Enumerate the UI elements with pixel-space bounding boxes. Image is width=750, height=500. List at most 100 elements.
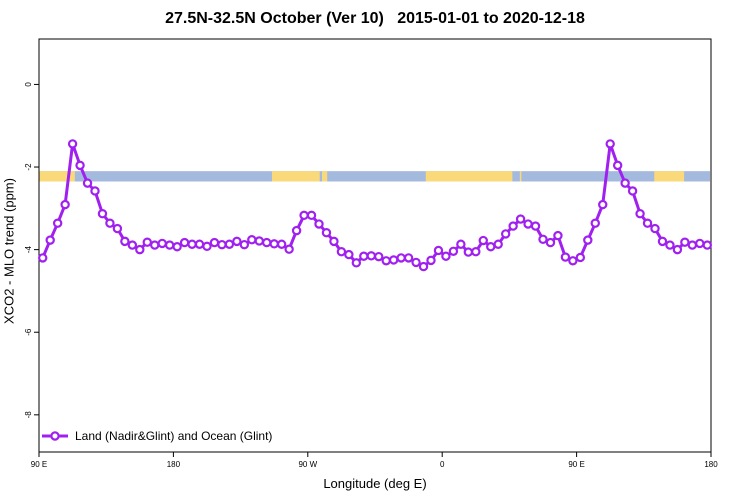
chart-title: 27.5N-32.5N October (Ver 10) 2015-01-01 … xyxy=(165,10,585,27)
data-point xyxy=(359,251,369,261)
y-tick-label: 0 xyxy=(24,82,33,87)
data-point xyxy=(262,237,272,248)
data-point xyxy=(75,160,85,171)
data-point xyxy=(620,178,630,188)
data-point xyxy=(321,227,332,238)
data-point xyxy=(194,239,205,249)
data-point xyxy=(441,251,451,261)
data-point xyxy=(687,240,698,250)
data-point xyxy=(284,244,294,254)
data-point xyxy=(650,223,660,234)
data-point xyxy=(239,239,250,250)
data-point xyxy=(575,252,586,263)
data-point xyxy=(553,230,563,241)
data-point xyxy=(329,236,339,247)
data-point xyxy=(448,246,459,256)
data-point xyxy=(695,238,705,249)
data-point xyxy=(164,240,175,250)
data-point xyxy=(486,242,496,252)
x-tick-label: 90 E xyxy=(568,460,584,469)
data-point xyxy=(202,241,212,252)
data-point xyxy=(150,240,160,250)
y-tick-label: -2 xyxy=(24,163,33,171)
data-point xyxy=(179,237,190,248)
data-point xyxy=(112,223,123,234)
data-point xyxy=(568,256,578,266)
x-axis-label: Longitude (deg E) xyxy=(323,476,427,491)
data-point xyxy=(247,235,257,245)
data-point xyxy=(680,237,690,247)
data-point xyxy=(426,255,436,266)
data-point xyxy=(97,208,108,219)
data-point xyxy=(187,239,197,249)
data-point xyxy=(418,261,429,272)
data-point xyxy=(388,255,399,265)
data-point xyxy=(269,239,279,249)
ocean-band xyxy=(40,171,710,182)
data-point xyxy=(82,178,93,188)
data-point xyxy=(598,199,608,210)
data-point xyxy=(508,221,518,231)
y-tick-label: -8 xyxy=(24,411,33,419)
land-band-segment xyxy=(39,171,75,182)
data-point xyxy=(157,238,167,249)
data-point xyxy=(411,257,421,268)
data-point xyxy=(642,218,653,228)
y-tick-label: -6 xyxy=(24,328,33,336)
data-point xyxy=(209,237,220,248)
data-point xyxy=(463,247,474,257)
data-point xyxy=(45,235,55,245)
data-point xyxy=(105,218,115,228)
data-point xyxy=(344,249,354,260)
x-tick-label: 180 xyxy=(167,460,181,469)
data-point xyxy=(433,245,444,256)
x-tick-label: 0 xyxy=(440,460,445,469)
legend-marker-swatch xyxy=(50,431,60,441)
data-point xyxy=(172,242,182,252)
data-point xyxy=(232,236,242,247)
land-band-segment xyxy=(271,171,320,182)
data-point xyxy=(538,234,548,245)
data-point xyxy=(224,239,235,249)
x-tick-label: 90 W xyxy=(298,460,317,469)
surface-type-band xyxy=(39,171,710,182)
data-point xyxy=(135,244,145,255)
data-point xyxy=(560,252,571,262)
data-point xyxy=(306,210,317,221)
data-point xyxy=(456,239,466,249)
data-point xyxy=(627,186,638,196)
data-point xyxy=(590,218,600,228)
data-point xyxy=(120,236,130,247)
data-point xyxy=(500,229,511,239)
data-point xyxy=(530,221,541,231)
legend: Land (Nadir&Glint) and Ocean (Glint) xyxy=(42,429,272,443)
data-point xyxy=(523,219,533,229)
data-point xyxy=(471,246,481,257)
land-band-segment xyxy=(425,171,513,182)
data-point xyxy=(515,214,526,224)
data-point xyxy=(67,139,78,149)
land-band-segment xyxy=(321,171,328,182)
y-axis-ticks: 0 -2 -4 -6 -8 xyxy=(24,82,39,419)
legend-entry-label: Land (Nadir&Glint) and Ocean (Glint) xyxy=(75,429,272,443)
data-point xyxy=(605,139,615,149)
data-point xyxy=(403,253,414,263)
data-point xyxy=(657,236,668,247)
data-point xyxy=(254,236,264,246)
data-point xyxy=(299,210,309,221)
data-point xyxy=(396,253,406,263)
land-band-segment xyxy=(519,171,522,182)
data-series xyxy=(38,139,712,272)
data-point xyxy=(665,240,675,250)
x-axis-ticks: 90 E 180 90 W 0 90 E 180 xyxy=(31,452,718,469)
data-point xyxy=(38,253,48,263)
data-point xyxy=(351,258,362,268)
data-point xyxy=(90,186,100,196)
y-tick-label: -4 xyxy=(24,246,33,254)
data-point xyxy=(217,239,227,250)
data-point xyxy=(142,237,152,247)
data-point xyxy=(702,240,712,250)
land-band-segment xyxy=(654,171,685,182)
x-tick-label: 180 xyxy=(704,460,718,469)
data-point xyxy=(127,240,138,250)
